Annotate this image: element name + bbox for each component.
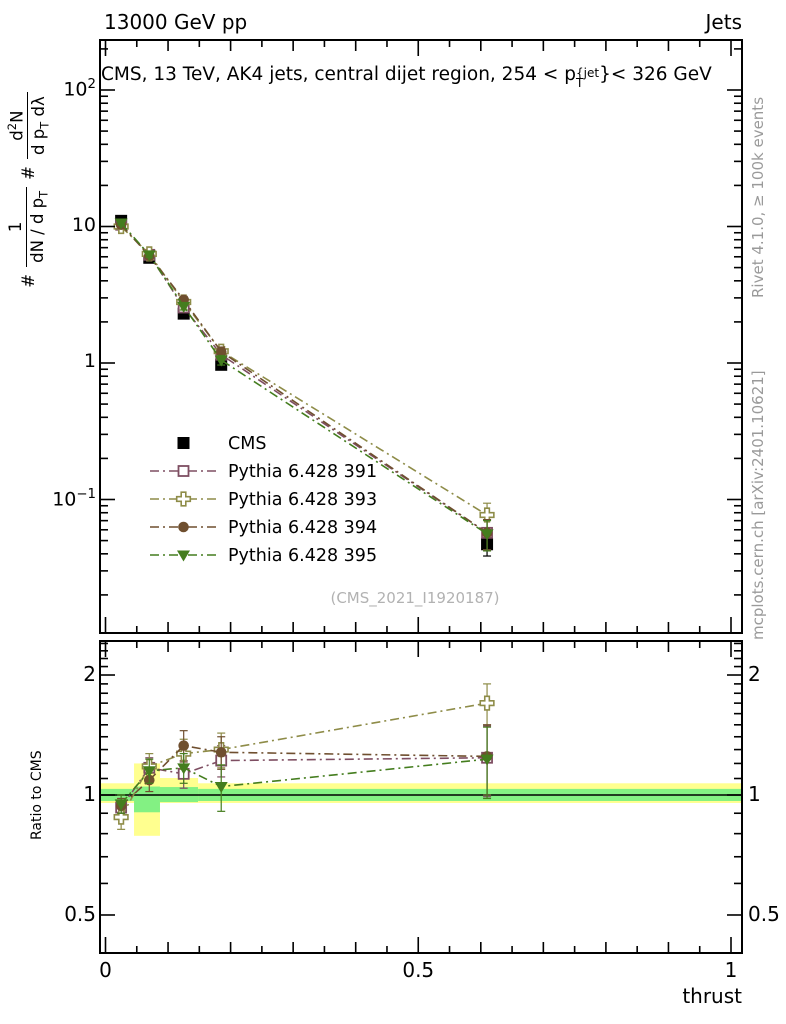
legend-label: Pythia 6.428 391 — [228, 462, 377, 482]
axes-frames — [99, 39, 743, 954]
legend-label: Pythia 6.428 393 — [228, 490, 377, 510]
legend: CMS Pythia 6.428 391 Pythia 6.428 393 Pythi… — [150, 434, 377, 566]
legend-label: Pythia 6.428 395 — [228, 546, 377, 566]
legend-label: CMS — [228, 434, 266, 454]
series-pythia-6.428-395 — [114, 218, 494, 814]
series-pythia-6.428-394 — [115, 219, 493, 814]
ratio-uncertainty-bands — [99, 763, 743, 836]
legend-label: Pythia 6.428 394 — [228, 518, 377, 538]
